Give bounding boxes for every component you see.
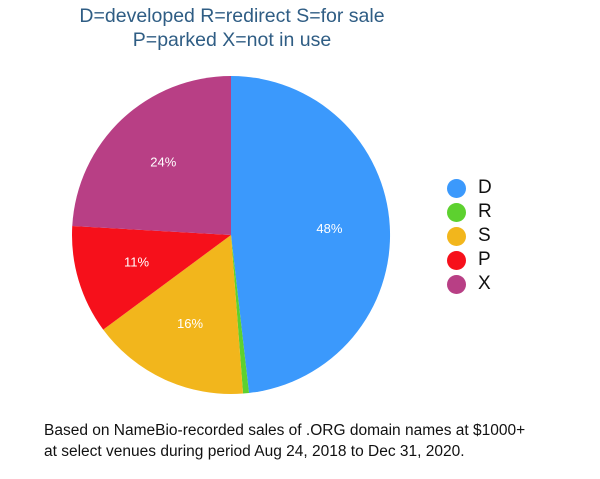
legend-label-r: R bbox=[478, 201, 492, 222]
legend-item-p: P bbox=[447, 248, 492, 272]
legend: D R S P X bbox=[447, 176, 492, 296]
legend-item-r: R bbox=[447, 200, 492, 224]
slice-label-x: 24% bbox=[150, 155, 176, 170]
pie-slice-r bbox=[231, 235, 250, 394]
title-line-1: D=developed R=redirect S=for sale bbox=[79, 5, 385, 27]
legend-swatch-r bbox=[447, 202, 466, 222]
legend-label-x: X bbox=[478, 273, 491, 294]
legend-swatch-p bbox=[447, 250, 466, 270]
slice-label-p: 11% bbox=[124, 255, 149, 270]
legend-label-d: D bbox=[478, 177, 492, 198]
slice-label-s: 16% bbox=[177, 316, 203, 331]
slice-label-d: 48% bbox=[316, 221, 342, 236]
legend-swatch-s bbox=[447, 226, 466, 246]
pie-slice-d bbox=[231, 75, 391, 393]
legend-swatch-x bbox=[447, 274, 466, 294]
chart-title: D=developed R=redirect S=for sale P=park… bbox=[0, 4, 464, 52]
pie-slice-s bbox=[103, 235, 244, 394]
legend-label-p: P bbox=[478, 249, 491, 270]
footnote-line-2: at select venues during period Aug 24, 2… bbox=[44, 443, 465, 460]
title-line-2: P=parked X=not in use bbox=[132, 29, 332, 51]
legend-item-x: X bbox=[447, 272, 492, 296]
pie-slice-x bbox=[72, 76, 231, 235]
legend-swatch-d bbox=[447, 178, 466, 198]
footnote: Based on NameBio-recorded sales of .ORG … bbox=[44, 420, 584, 462]
footnote-line-1: Based on NameBio-recorded sales of .ORG … bbox=[44, 422, 526, 439]
legend-item-d: D bbox=[447, 176, 492, 200]
legend-item-s: S bbox=[447, 224, 492, 248]
pie-slice-p bbox=[72, 225, 231, 330]
legend-label-s: S bbox=[478, 225, 491, 246]
